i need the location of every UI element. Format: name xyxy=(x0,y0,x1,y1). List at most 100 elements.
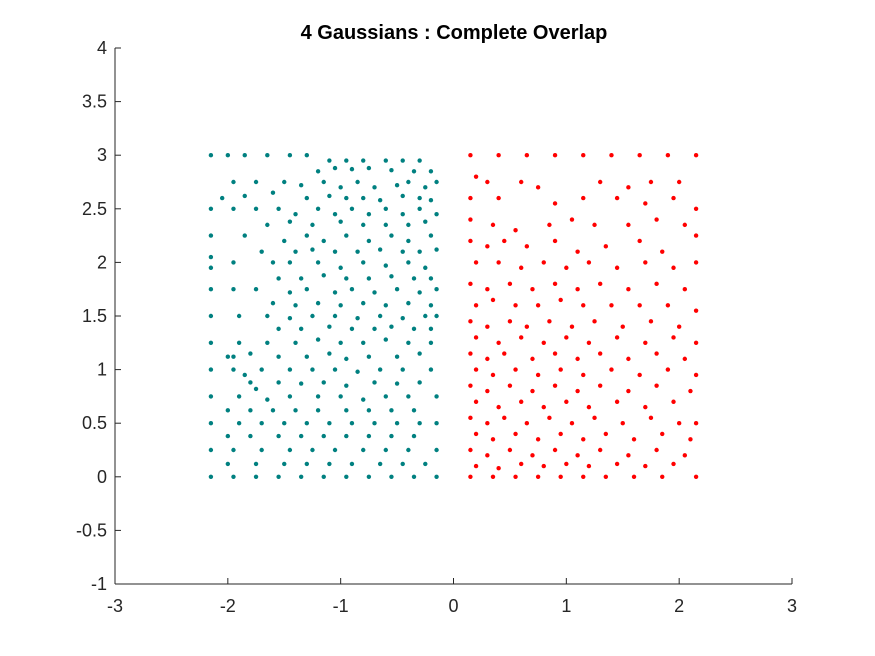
data-point xyxy=(637,238,642,244)
data-point xyxy=(530,356,535,362)
data-point xyxy=(428,367,434,372)
data-point xyxy=(530,453,535,458)
data-point xyxy=(626,453,631,458)
data-point xyxy=(614,195,620,201)
data-point xyxy=(586,340,592,345)
data-point xyxy=(490,372,496,378)
data-point xyxy=(423,185,428,190)
data-point xyxy=(597,351,603,356)
data-point xyxy=(603,431,609,437)
data-point xyxy=(411,408,417,413)
data-point xyxy=(609,367,614,372)
data-point xyxy=(389,408,394,413)
data-point xyxy=(643,340,648,345)
data-point xyxy=(332,447,338,453)
data-point xyxy=(575,356,580,362)
data-point xyxy=(496,466,501,471)
data-point xyxy=(298,381,304,386)
data-point xyxy=(552,201,558,206)
data-point xyxy=(361,397,366,402)
data-point xyxy=(389,474,394,479)
data-point xyxy=(473,399,479,404)
data-point xyxy=(524,153,530,158)
data-point xyxy=(344,433,349,439)
data-point xyxy=(389,324,394,329)
data-point xyxy=(643,201,648,206)
data-point xyxy=(400,249,405,254)
data-point xyxy=(603,474,609,479)
data-point xyxy=(276,326,281,332)
data-point xyxy=(321,433,326,439)
data-point xyxy=(338,219,343,224)
data-point xyxy=(473,431,479,437)
data-point xyxy=(287,447,293,453)
data-point xyxy=(406,300,411,306)
y-tick-label: -0.5 xyxy=(76,520,107,540)
data-point xyxy=(231,367,236,372)
data-point xyxy=(485,421,490,426)
data-point xyxy=(423,219,428,224)
data-point xyxy=(321,474,326,479)
data-point xyxy=(208,265,214,270)
data-point xyxy=(637,153,642,158)
data-point xyxy=(304,195,310,201)
data-point xyxy=(338,303,343,308)
data-point xyxy=(569,421,575,426)
data-point xyxy=(564,461,569,467)
data-point xyxy=(298,474,304,479)
data-point xyxy=(383,394,388,399)
data-point xyxy=(648,179,654,185)
data-point xyxy=(208,421,214,426)
data-point xyxy=(338,394,343,399)
data-point xyxy=(626,185,631,190)
data-point xyxy=(682,453,688,458)
data-point xyxy=(626,222,631,228)
data-point xyxy=(654,217,659,222)
data-point xyxy=(620,421,625,426)
data-point xyxy=(327,193,332,199)
data-point xyxy=(496,260,501,265)
data-point xyxy=(434,247,439,252)
x-tick-label: 3 xyxy=(787,596,797,616)
data-point xyxy=(383,158,388,163)
data-point xyxy=(614,399,620,404)
data-point xyxy=(423,313,428,319)
data-point xyxy=(344,233,349,238)
data-point xyxy=(417,380,422,385)
data-point xyxy=(434,179,439,185)
y-tick-label: 1.5 xyxy=(82,306,107,326)
y-tick-label: 3.5 xyxy=(82,92,107,112)
data-point xyxy=(361,158,366,163)
data-point xyxy=(524,244,530,249)
data-point xyxy=(310,367,315,372)
x-tick-label: -1 xyxy=(333,596,349,616)
data-point xyxy=(208,367,214,372)
data-point xyxy=(315,300,321,306)
data-point xyxy=(468,153,473,158)
data-point xyxy=(389,274,394,279)
data-point xyxy=(287,315,293,321)
data-point xyxy=(394,183,400,188)
data-point xyxy=(473,174,479,179)
data-point xyxy=(208,153,214,158)
data-point xyxy=(265,397,270,402)
data-point xyxy=(507,319,513,324)
data-point xyxy=(513,431,518,437)
data-point xyxy=(304,287,310,292)
data-point xyxy=(276,380,281,385)
data-point xyxy=(389,433,394,439)
data-point xyxy=(468,351,473,356)
data-point xyxy=(507,447,513,453)
data-point xyxy=(327,324,332,329)
data-point xyxy=(377,461,383,467)
data-point xyxy=(208,340,214,345)
data-point xyxy=(581,372,586,378)
data-point xyxy=(332,211,338,217)
data-point xyxy=(259,367,264,372)
data-point xyxy=(507,281,513,287)
data-point xyxy=(355,179,360,185)
data-point xyxy=(513,474,518,479)
data-point xyxy=(231,474,236,479)
data-point xyxy=(383,447,388,453)
